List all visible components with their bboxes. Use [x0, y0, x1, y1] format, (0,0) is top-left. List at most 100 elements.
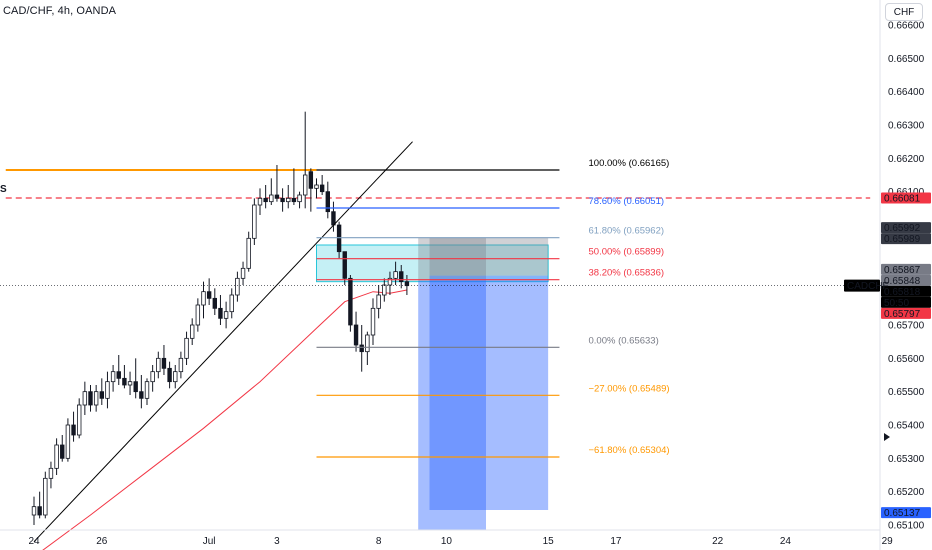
- candle-body[interactable]: [60, 444, 65, 459]
- candle-body[interactable]: [43, 477, 48, 516]
- currency-button[interactable]: CHF: [885, 3, 923, 21]
- candle-body[interactable]: [240, 267, 246, 279]
- candle-body[interactable]: [336, 224, 342, 253]
- candle-body[interactable]: [133, 381, 138, 393]
- candle-body[interactable]: [122, 377, 127, 386]
- time-tick-label: 26: [96, 536, 108, 547]
- candle-body[interactable]: [189, 324, 195, 339]
- candle-body[interactable]: [370, 307, 376, 336]
- candle-body[interactable]: [291, 197, 297, 203]
- fib-level-label: 100.00% (0.66165): [589, 158, 670, 169]
- candle-body[interactable]: [314, 184, 319, 189]
- candle-body[interactable]: [88, 391, 93, 406]
- time-tick-label: Jul: [203, 536, 216, 547]
- candle-body[interactable]: [376, 294, 381, 309]
- candle-body[interactable]: [286, 197, 291, 203]
- price-tick-label: 0.65300: [888, 454, 925, 465]
- time-tick-label: 29: [882, 536, 894, 547]
- candle-body[interactable]: [65, 424, 71, 459]
- candle-body[interactable]: [206, 291, 212, 299]
- price-axis-label-bg: [881, 263, 931, 275]
- candle-body[interactable]: [223, 311, 229, 319]
- candle-body[interactable]: [269, 194, 274, 203]
- candle-body[interactable]: [308, 171, 314, 189]
- candle-body[interactable]: [297, 194, 302, 203]
- candle-body[interactable]: [382, 284, 387, 296]
- time-tick-label: 22: [712, 536, 724, 547]
- candle-body[interactable]: [161, 357, 167, 369]
- candle-body[interactable]: [404, 281, 410, 287]
- candle-body[interactable]: [393, 271, 398, 279]
- candle-body[interactable]: [105, 381, 110, 399]
- price-axis-label: 0.65818: [884, 287, 921, 298]
- candle-body[interactable]: [325, 191, 330, 213]
- price-axis-label-bg: [881, 274, 931, 286]
- price-tick-label: 0.66400: [888, 87, 925, 98]
- candle-body[interactable]: [144, 381, 150, 399]
- candle-body[interactable]: [127, 381, 133, 386]
- candle-body[interactable]: [331, 211, 336, 226]
- candle-body[interactable]: [110, 371, 116, 383]
- candle-body[interactable]: [212, 297, 217, 309]
- price-tick-label: 0.65700: [888, 321, 925, 332]
- candle-body[interactable]: [31, 506, 37, 516]
- candle-body[interactable]: [150, 371, 155, 383]
- candle-body[interactable]: [178, 357, 184, 373]
- candle-body[interactable]: [99, 391, 104, 399]
- price-axis-label-bg: [881, 233, 931, 245]
- candle-body[interactable]: [184, 337, 189, 359]
- candle-body[interactable]: [342, 251, 347, 279]
- candle-body[interactable]: [280, 197, 285, 203]
- left-edge-label: S: [0, 184, 7, 195]
- price-tick-label: 0.65200: [888, 487, 925, 498]
- candle-body[interactable]: [167, 367, 172, 383]
- candle-body[interactable]: [274, 194, 280, 199]
- candle-body[interactable]: [387, 277, 393, 286]
- candle-body[interactable]: [348, 277, 353, 326]
- time-tick-label: 24: [780, 536, 792, 547]
- candle-body[interactable]: [71, 424, 76, 436]
- candle-body[interactable]: [263, 197, 268, 203]
- price-axis-label: 0.65989: [884, 234, 921, 245]
- price-tick-label: 0.65400: [888, 421, 925, 432]
- position-stop-zone[interactable]: [429, 237, 549, 276]
- candle-body[interactable]: [359, 344, 364, 353]
- candle-body[interactable]: [37, 506, 42, 516]
- candle-body[interactable]: [218, 307, 223, 319]
- candle-body[interactable]: [139, 391, 144, 399]
- candle-body[interactable]: [82, 391, 88, 406]
- candle-body[interactable]: [93, 391, 99, 406]
- candle-body[interactable]: [116, 371, 121, 379]
- candle-body[interactable]: [399, 271, 404, 283]
- candle-body[interactable]: [48, 467, 54, 479]
- price-tick-label: 0.65100: [888, 521, 925, 532]
- candle-body[interactable]: [252, 204, 257, 239]
- candle-body[interactable]: [365, 334, 370, 353]
- candle-body[interactable]: [302, 174, 308, 196]
- price-axis-label-bg: [881, 222, 931, 234]
- price-axis-label: 0.66081: [884, 194, 921, 205]
- candle-body[interactable]: [54, 444, 59, 469]
- position-target-zone[interactable]: [429, 275, 549, 510]
- candle-body[interactable]: [319, 184, 325, 193]
- symbol-title[interactable]: CAD/CHF, 4h, OANDA: [3, 5, 117, 17]
- candle-body[interactable]: [77, 404, 82, 436]
- candle-body[interactable]: [229, 294, 234, 313]
- candle-body[interactable]: [195, 304, 201, 326]
- time-tick-label: 3: [274, 536, 280, 547]
- price-axis-label-bg: [881, 296, 931, 308]
- candle-body[interactable]: [173, 371, 178, 383]
- candle-body[interactable]: [235, 277, 240, 296]
- candle-body[interactable]: [156, 357, 161, 373]
- candle-body[interactable]: [257, 197, 263, 206]
- moving-average-line: [42, 289, 407, 550]
- candle-body[interactable]: [353, 324, 359, 346]
- fib-level-label: −27.00% (0.65489): [589, 383, 670, 394]
- position-target-zone[interactable]: [418, 280, 486, 530]
- supply-zone[interactable]: [316, 244, 549, 283]
- price-tick-label: 0.66500: [888, 54, 925, 65]
- candle-body[interactable]: [246, 237, 251, 269]
- candle-body[interactable]: [201, 291, 206, 306]
- scroll-right-icon[interactable]: [884, 433, 890, 441]
